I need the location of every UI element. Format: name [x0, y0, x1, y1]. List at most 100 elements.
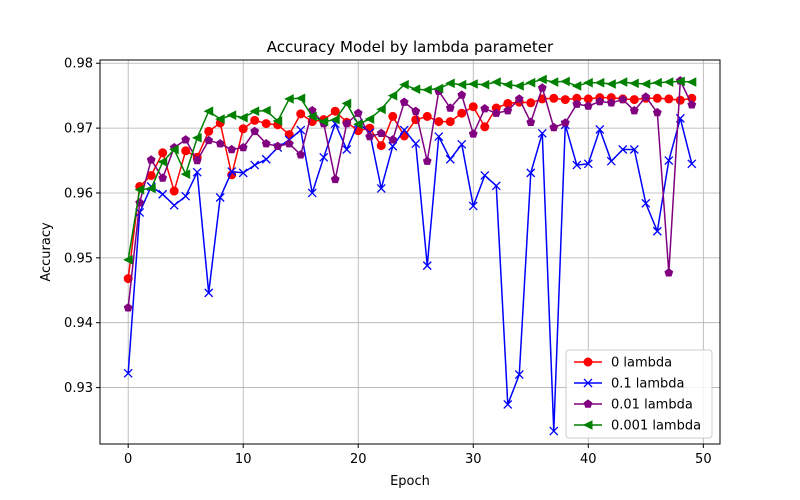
- y-tick-label: 0.96: [64, 186, 93, 201]
- data-point: [445, 78, 455, 89]
- data-point: [204, 135, 214, 145]
- data-point: [641, 198, 651, 208]
- series-line: [127, 117, 693, 432]
- data-point: [123, 368, 133, 378]
- data-point: [411, 106, 421, 115]
- series-1: [123, 113, 697, 436]
- data-point: [686, 77, 697, 87]
- data-point: [410, 84, 421, 94]
- data-point: [376, 104, 386, 115]
- data-point: [250, 115, 260, 125]
- data-point: [537, 83, 547, 92]
- data-point: [261, 154, 271, 164]
- data-point: [422, 261, 432, 271]
- data-point: [250, 126, 260, 136]
- x-tick-label: 30: [465, 452, 482, 467]
- data-point: [652, 107, 662, 117]
- data-point: [238, 168, 248, 178]
- chart-title: Accuracy Model by lambda parameter: [267, 38, 554, 56]
- data-point: [157, 157, 168, 167]
- data-point: [652, 93, 662, 103]
- series-3: [123, 74, 697, 265]
- data-point: [480, 122, 490, 132]
- data-point: [158, 173, 168, 182]
- data-point: [629, 95, 639, 105]
- data-point: [560, 118, 570, 127]
- data-point: [261, 119, 271, 129]
- data-point: [571, 81, 582, 91]
- data-point: [388, 141, 398, 151]
- y-tick-label: 0.94: [64, 316, 93, 331]
- data-point: [376, 183, 386, 193]
- data-point: [687, 159, 697, 169]
- data-point: [387, 90, 398, 101]
- data-point: [204, 126, 214, 136]
- legend-label: 0.01 lambda: [611, 398, 693, 413]
- legend-entry: 0.01 lambda: [574, 398, 693, 413]
- data-point: [618, 145, 628, 154]
- data-point: [169, 200, 179, 210]
- data-point: [261, 105, 271, 116]
- data-point: [445, 154, 455, 164]
- data-point: [583, 159, 593, 169]
- legend-entry: 0.1 lambda: [574, 377, 685, 392]
- data-point: [238, 124, 248, 134]
- y-tick-label: 0.97: [64, 122, 93, 137]
- data-point: [238, 112, 248, 123]
- data-point: [664, 94, 674, 104]
- x-tick-label: 20: [350, 452, 367, 467]
- data-point: [330, 106, 340, 116]
- data-point: [663, 77, 674, 87]
- data-point: [296, 109, 306, 119]
- data-point: [617, 77, 628, 87]
- legend-box: [565, 349, 713, 439]
- x-tick-label: 50: [695, 452, 712, 467]
- data-point: [537, 128, 547, 138]
- data-point: [572, 99, 582, 108]
- data-point: [526, 98, 536, 108]
- legend-marker: [583, 399, 593, 408]
- data-point: [514, 94, 524, 103]
- data-point: [675, 95, 685, 105]
- data-point: [341, 98, 352, 109]
- data-point: [123, 303, 133, 312]
- data-point: [433, 83, 444, 94]
- data-point: [330, 174, 340, 184]
- data-point: [411, 139, 421, 149]
- data-point: [491, 77, 501, 87]
- data-point: [376, 141, 386, 151]
- data-point: [502, 79, 513, 90]
- data-point: [169, 144, 179, 155]
- data-point: [330, 114, 340, 125]
- data-point: [629, 78, 639, 89]
- data-point: [606, 98, 616, 107]
- data-point: [548, 77, 559, 87]
- data-point: [468, 79, 478, 89]
- data-point: [560, 76, 570, 87]
- data-point: [618, 94, 628, 104]
- data-point: [652, 77, 662, 88]
- y-axis-label: Accuracy: [39, 222, 54, 282]
- data-point: [675, 76, 685, 87]
- data-point: [250, 160, 260, 170]
- legend-label: 0.001 lambda: [611, 419, 701, 434]
- data-point: [181, 191, 191, 201]
- data-point: [364, 114, 375, 124]
- data-point: [595, 96, 605, 106]
- data-point: [146, 183, 156, 194]
- data-point: [296, 150, 306, 159]
- legend-entry: 0.001 lambda: [574, 419, 701, 434]
- data-point: [158, 148, 168, 158]
- data-point: [629, 105, 639, 115]
- data-point: [664, 156, 674, 166]
- y-tick-label: 0.93: [64, 381, 93, 396]
- data-point: [399, 125, 409, 135]
- data-point: [468, 102, 478, 112]
- data-point: [342, 145, 352, 154]
- data-point: [457, 108, 467, 118]
- data-point: [549, 426, 559, 436]
- data-point: [318, 116, 329, 127]
- series-0: [123, 93, 697, 284]
- data-point: [525, 77, 536, 88]
